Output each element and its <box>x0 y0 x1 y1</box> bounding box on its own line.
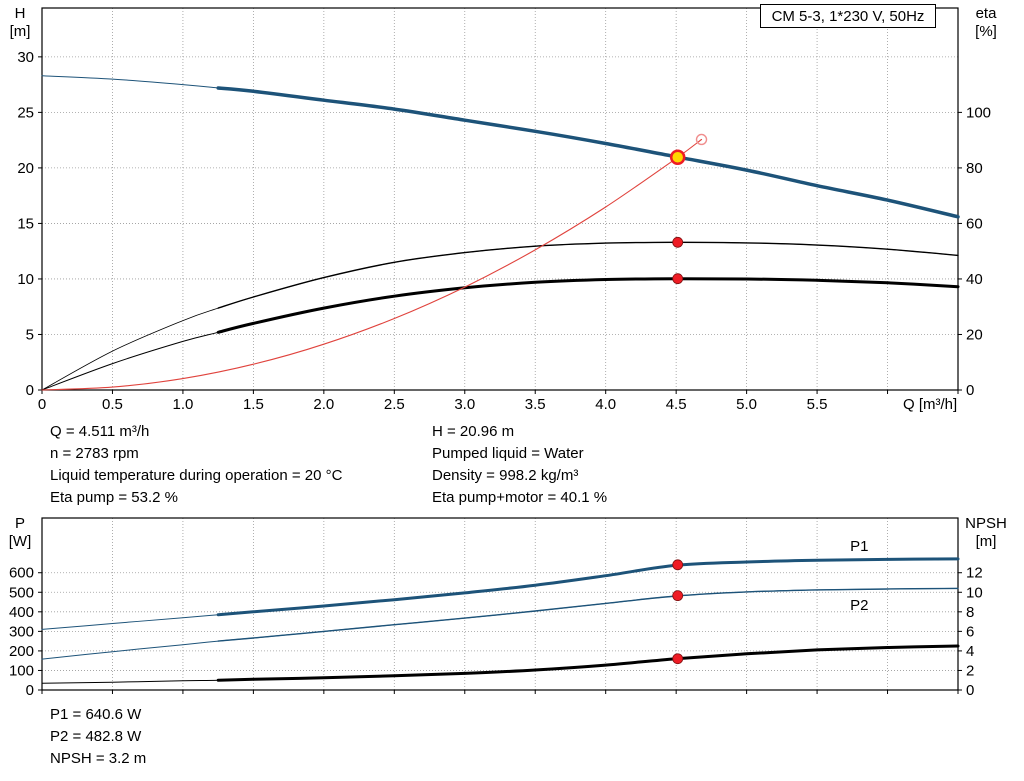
left-tick-label: 400 <box>9 604 34 621</box>
p1-curve <box>41 558 959 630</box>
x-tick-label: 4.5 <box>666 396 687 413</box>
x-tick-label: 5.0 <box>736 396 757 413</box>
right-tick-label: 60 <box>966 215 983 232</box>
right-tick-label: 6 <box>966 623 974 640</box>
eta-pump-motor-point <box>672 273 684 285</box>
right-tick-label: 20 <box>966 326 983 343</box>
left-tick-label: 100 <box>9 662 34 679</box>
p2-point <box>672 590 684 602</box>
flow-text: Q = 4.511 m³/h <box>50 423 150 440</box>
npsh-text: NPSH = 3.2 m <box>50 750 147 767</box>
duty-point <box>669 149 686 165</box>
eta-pump-motor-curve-main <box>216 277 960 334</box>
left-tick-label: 200 <box>9 643 34 660</box>
left-tick-label: 0 <box>26 382 34 399</box>
right-tick-label: 4 <box>966 643 974 660</box>
p1-curve-main <box>216 557 960 617</box>
npsh-point <box>672 653 684 665</box>
system-curve-end-point <box>695 133 708 146</box>
pumped-liquid-text: Pumped liquid = Water <box>432 445 584 462</box>
eta-pump-motor-curve <box>41 278 959 391</box>
right-tick-label: 100 <box>966 104 991 121</box>
p2-text: P2 = 482.8 W <box>50 728 142 745</box>
x-tick-label: 3.0 <box>454 396 475 413</box>
density-text: Density = 998.2 kg/m³ <box>432 467 579 484</box>
left-tick-label: 500 <box>9 584 34 601</box>
pump-head-curve <box>41 75 959 218</box>
system-curve <box>41 138 703 391</box>
series-label-p2: P2 <box>850 597 868 614</box>
power-npsh-chart: 0 100 200 300 400 500 600 0 2 4 6 8 10 12 P[W] NPSH[m] P… <box>9 515 1007 699</box>
x-tick-label: 0 <box>38 396 46 413</box>
head-efficiency-chart: 0 0.5 1.0 1.5 2.0 2.5 3.0 3.5 4.0 4.5 5.0 5.5 Q [m³/… <box>10 5 998 413</box>
left-axis-title: [W] <box>9 533 32 550</box>
p2-curve-main <box>217 587 959 642</box>
p1-text: P1 = 640.6 W <box>50 706 142 723</box>
left-tick-label: 15 <box>17 215 34 232</box>
p1-point <box>672 559 684 571</box>
eta-pump-curve <box>41 241 959 391</box>
x-tick-label: 3.5 <box>525 396 546 413</box>
x-axis-title: Q [m³/h] <box>903 396 957 413</box>
right-tick-label: 8 <box>966 604 974 621</box>
right-axis-title: [%] <box>975 23 997 40</box>
power-info: P1 = 640.6 W P2 = 482.8 W NPSH = 3.2 m <box>50 704 146 770</box>
right-tick-label: 40 <box>966 271 983 288</box>
x-tick-label: 4.0 <box>595 396 616 413</box>
x-tick-label: 2.0 <box>313 396 334 413</box>
x-tick-label: 2.5 <box>384 396 405 413</box>
left-tick-label: 600 <box>9 565 34 582</box>
left-tick-label: 30 <box>17 49 34 66</box>
left-tick-label: 300 <box>9 623 34 640</box>
series-label-p1: P1 <box>850 538 868 555</box>
eta-pump-point <box>672 236 684 248</box>
duty-info-right-column: H = 20.96 m Pumped liquid = Water Densit… <box>432 421 607 509</box>
x-tick-label: 1.5 <box>243 396 264 413</box>
duty-info-left-column: Q = 4.511 m³/h n = 2783 rpm Liquid tempe… <box>50 421 342 509</box>
eta-pump-curve-main <box>217 241 959 309</box>
right-tick-label: 10 <box>966 584 983 601</box>
left-axis-title: P <box>15 515 25 532</box>
left-tick-label: 20 <box>17 160 34 177</box>
x-tick-label: 1.0 <box>172 396 193 413</box>
right-tick-label: 80 <box>966 160 983 177</box>
right-tick-label: 0 <box>966 682 974 699</box>
pump-type-label: CM 5-3, 1*230 V, 50Hz <box>771 7 925 25</box>
left-tick-label: 0 <box>26 682 34 699</box>
left-tick-label: 5 <box>26 326 34 343</box>
speed-text: n = 2783 rpm <box>50 445 139 462</box>
left-axis-title: H <box>15 5 26 22</box>
left-tick-label: 25 <box>17 104 34 121</box>
pump-head-curve-main <box>216 86 960 219</box>
right-tick-label: 0 <box>966 382 974 399</box>
left-tick-label: 10 <box>17 271 34 288</box>
x-tick-label: 5.5 <box>807 396 828 413</box>
npsh-curve <box>41 645 959 684</box>
right-axis-title: [m] <box>976 533 997 550</box>
npsh-curve-main <box>216 644 960 682</box>
right-tick-label: 12 <box>966 565 983 582</box>
left-axis-title: [m] <box>10 23 31 40</box>
right-tick-label: 2 <box>966 662 974 679</box>
x-tick-label: 0.5 <box>102 396 123 413</box>
right-axis-title: eta <box>976 5 998 22</box>
pump-type-box: CM 5-3, 1*230 V, 50Hz <box>760 4 936 28</box>
eta-pump-text: Eta pump = 53.2 % <box>50 489 178 506</box>
head-text: H = 20.96 m <box>432 423 515 440</box>
eta-pump-motor-text: Eta pump+motor = 40.1 % <box>432 489 608 506</box>
liquid-temperature-text: Liquid temperature during operation = 20… <box>50 467 343 484</box>
right-axis-title: NPSH <box>965 515 1007 532</box>
